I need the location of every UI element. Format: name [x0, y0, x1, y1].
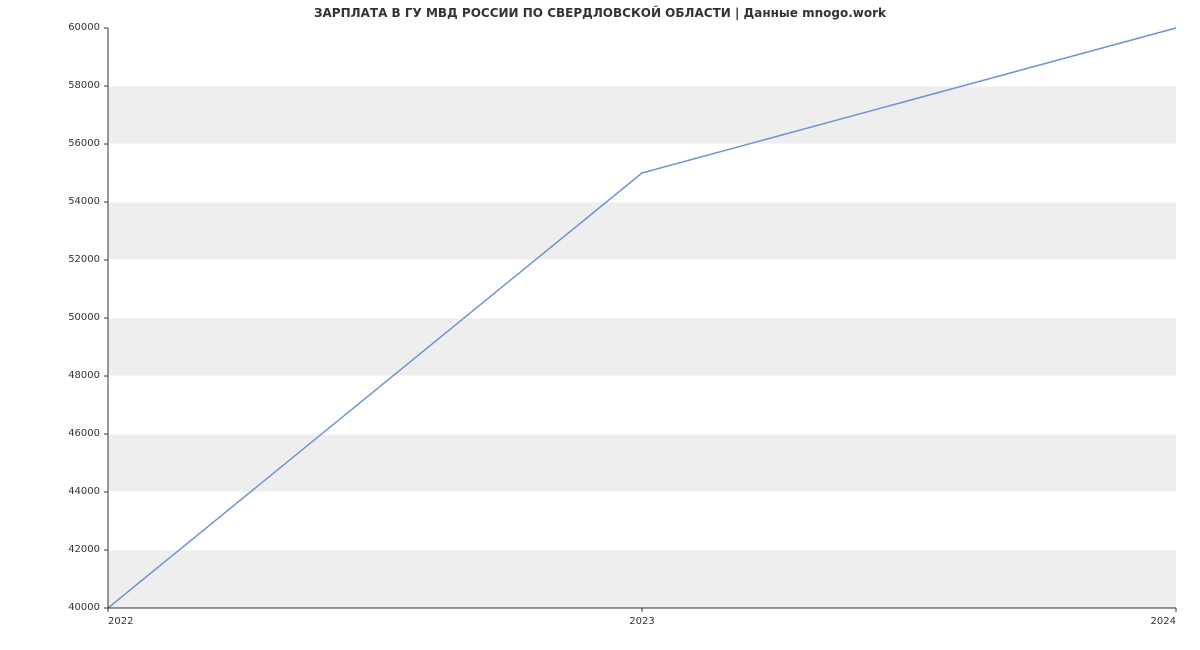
y-tick-label: 60000 — [68, 22, 100, 33]
chart-title: ЗАРПЛАТА В ГУ МВД РОССИИ ПО СВЕРДЛОВСКОЙ… — [0, 6, 1200, 20]
x-tick-label: 2024 — [1151, 616, 1176, 627]
y-tick-label: 50000 — [68, 312, 100, 323]
y-tick-label: 52000 — [68, 254, 100, 265]
y-tick-label: 40000 — [68, 602, 100, 613]
y-tick-label: 56000 — [68, 138, 100, 149]
y-tick-label: 42000 — [68, 544, 100, 555]
y-tick-label: 48000 — [68, 370, 100, 381]
y-tick-label: 44000 — [68, 486, 100, 497]
y-tick-label: 54000 — [68, 196, 100, 207]
salary-line-chart: ЗАРПЛАТА В ГУ МВД РОССИИ ПО СВЕРДЛОВСКОЙ… — [0, 0, 1200, 650]
x-tick-label: 2022 — [108, 616, 133, 627]
plot-area — [108, 28, 1176, 608]
y-tick-label: 58000 — [68, 80, 100, 91]
x-tick-label: 2023 — [629, 616, 654, 627]
plot-svg — [108, 28, 1176, 608]
y-tick-label: 46000 — [68, 428, 100, 439]
